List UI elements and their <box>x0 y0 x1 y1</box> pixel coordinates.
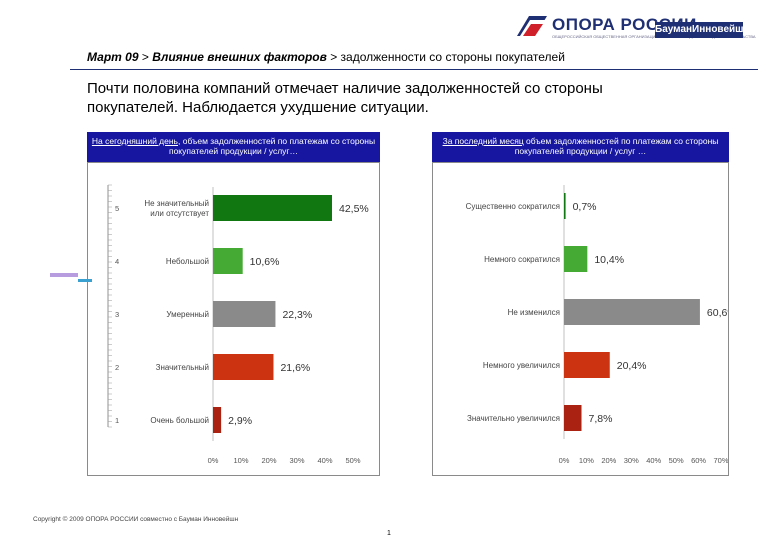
category-label: Не значительный <box>144 199 209 208</box>
left-panel-header-text: , объем задолженностей по платежам со ст… <box>168 136 376 156</box>
x-tick-label: 50% <box>345 456 360 465</box>
bar <box>213 195 332 221</box>
value-label: 7,8% <box>588 413 612 425</box>
bar <box>213 248 243 274</box>
x-tick-label: 10% <box>233 456 248 465</box>
breadcrumb: Март 09 > Влияние внешних факторов > зад… <box>87 50 565 64</box>
logo-subtitle: ОБЩЕРОССИЙСКАЯ ОБЩЕСТВЕННАЯ ОРГАНИЗАЦИЯ … <box>552 34 756 39</box>
category-label: Немного увеличился <box>483 361 560 370</box>
x-tick-label: 10% <box>579 456 594 465</box>
breadcrumb-date: Март 09 <box>87 50 139 64</box>
x-tick-label: 30% <box>289 456 304 465</box>
x-tick-label: 0% <box>559 456 570 465</box>
bar <box>213 407 222 433</box>
value-label: 21,6% <box>280 362 310 374</box>
right-panel-header: За последний месяц объем задолженностей … <box>432 132 729 162</box>
category-label: Умеренный <box>166 310 209 319</box>
category-label: Небольшой <box>166 257 209 266</box>
breadcrumb-topic: задолженности со стороны покупателей <box>340 50 565 64</box>
bauman-badge: БауманИнновейшн <box>655 22 750 38</box>
category-label: или отсутствует <box>150 209 209 218</box>
value-label: 20,4% <box>617 360 647 372</box>
category-label: Очень большой <box>150 416 209 425</box>
scale-label: 4 <box>115 257 119 266</box>
breadcrumb-separator: > <box>138 50 153 64</box>
category-label: Немного сократился <box>484 255 560 264</box>
x-tick-label: 0% <box>208 456 219 465</box>
footer-copyright: Copyright © 2009 ОПОРА РОССИИ совместно … <box>33 516 239 523</box>
x-tick-label: 60% <box>691 456 706 465</box>
right-panel-header-text: объем задолженностей по платежам со стор… <box>514 136 719 156</box>
left-panel-header: На сегодняшний день, объем задолженносте… <box>87 132 380 162</box>
x-tick-label: 40% <box>646 456 661 465</box>
value-label: 22,3% <box>282 309 312 321</box>
bar <box>213 354 274 380</box>
bar <box>564 405 582 431</box>
x-tick-label: 70% <box>713 456 728 465</box>
value-label: 10,6% <box>250 256 280 268</box>
x-tick-label: 20% <box>601 456 616 465</box>
scale-label: 2 <box>115 363 119 372</box>
category-label: Существенно сократился <box>466 202 560 211</box>
page-number: 1 <box>387 530 391 537</box>
right-bar-chart: Существенно сократился 0,7% Немного сократ… <box>466 185 737 465</box>
bar <box>564 352 610 378</box>
value-label: 0,7% <box>573 201 597 213</box>
header-rule <box>70 69 758 70</box>
category-label: Не изменился <box>508 308 560 317</box>
bar <box>564 246 588 272</box>
x-tick-label: 50% <box>669 456 684 465</box>
right-chart-box: Существенно сократился 0,7% Немного сократ… <box>432 162 737 476</box>
right-panel-header-emph: За последний месяц <box>442 136 524 146</box>
value-label: 60,6% <box>707 307 728 319</box>
bar <box>213 301 276 327</box>
value-label: 42,5% <box>339 203 369 215</box>
bar <box>564 193 566 219</box>
bar <box>564 299 700 325</box>
left-panel-header-emph: На сегодняшний день <box>91 136 178 146</box>
breadcrumb-section: Влияние внешних факторов <box>152 50 327 64</box>
value-label: 10,4% <box>594 254 624 266</box>
x-tick-label: 20% <box>261 456 276 465</box>
scale-label: 1 <box>115 416 119 425</box>
scale-label: 3 <box>115 310 119 319</box>
legend-artifact-icon <box>50 273 92 282</box>
scale-label: 5 <box>115 204 119 213</box>
category-label: Значительно увеличился <box>467 414 560 423</box>
headline: Почти половина компаний отмечает наличие… <box>87 80 603 116</box>
left-chart-box: 5 4 3 2 1 Не значительный или отсутствует 42,5%… <box>87 162 380 476</box>
value-label: 2,9% <box>228 415 252 427</box>
opora-flag-icon <box>517 16 547 36</box>
x-tick-label: 40% <box>317 456 332 465</box>
x-tick-label: 30% <box>624 456 639 465</box>
breadcrumb-separator: > <box>326 50 341 64</box>
category-label: Значительный <box>156 363 209 372</box>
